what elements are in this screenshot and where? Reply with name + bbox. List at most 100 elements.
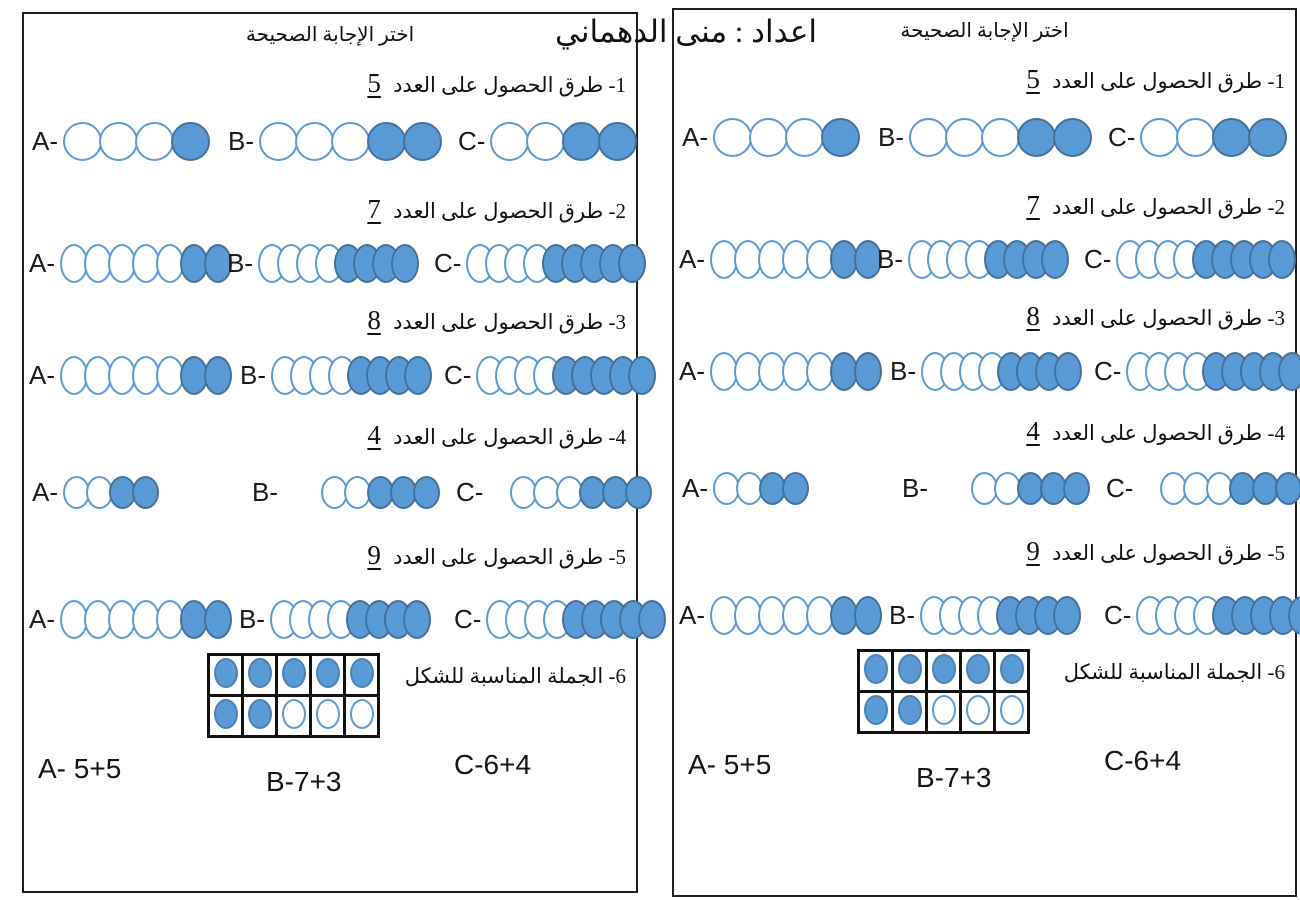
counter-circle-empty (295, 122, 334, 161)
option-c-label: C- (458, 126, 486, 156)
ten-frame-dot-filled (213, 657, 238, 688)
ten-frame-dot-empty (931, 694, 956, 725)
question-2-option-b: B- (877, 240, 1069, 279)
question-6-heading: 6- الجملة المناسبة للشكل (1063, 660, 1285, 684)
question-5-options-row: A- B- C- (674, 596, 1300, 642)
counter-circle-filled (413, 476, 440, 509)
question-2-options-row: A- B- C- (674, 240, 1297, 286)
option-b-counters (271, 356, 432, 395)
option-a-counters (60, 244, 232, 283)
option-b-counters (909, 118, 1092, 157)
question-4-options-row: A- B- C- (674, 472, 1300, 518)
question-3-text: 3- طرق الحصول على العدد (393, 310, 626, 334)
question-2-option-c: C- (1084, 240, 1297, 279)
question-3-target-number: 8 (1026, 301, 1040, 331)
option-a-counters (710, 352, 882, 391)
ten-frame-cell (241, 653, 278, 697)
question-4-text: 4- طرق الحصول على العدد (393, 425, 626, 449)
counter-circle-filled (854, 352, 882, 391)
ten-frame-cell (959, 690, 996, 734)
counter-circle-empty (909, 118, 948, 157)
counter-circle-filled (1275, 472, 1300, 505)
counter-circle-empty (758, 352, 786, 391)
counter-circle-empty (556, 476, 584, 509)
counter-circle-filled (1017, 118, 1056, 157)
option-c-counters (486, 600, 667, 639)
counter-circle-filled (404, 356, 432, 395)
question-5-text: 5- طرق الحصول على العدد (393, 545, 626, 569)
counter-circle-empty (1183, 472, 1211, 505)
page-header: اختر الإجابة الصحيحة (900, 20, 1069, 42)
question-6-answer-b: B-7+3 (916, 762, 992, 793)
question-3-options-row: A- B- C- (24, 356, 657, 402)
option-b-counters (270, 600, 431, 639)
question-3-option-c: C- (1094, 352, 1300, 391)
option-c-label: C- (1106, 473, 1134, 503)
option-a-counters (60, 356, 232, 395)
option-c-label: C- (1104, 600, 1132, 630)
counter-circle-empty (526, 122, 566, 161)
option-b-label: B- (228, 126, 254, 156)
counter-circle-filled (171, 122, 210, 161)
worksheet-page-2: اختر الإجابة الصحيحة 1- طرق الحصول على ا… (672, 8, 1300, 897)
counter-circle-empty (749, 118, 788, 157)
question-3-options-row: A- B- C- (674, 352, 1300, 398)
option-a-label: A- (679, 244, 705, 274)
question-3-heading: 3- طرق الحصول على العدد 8 (367, 305, 626, 336)
option-c-label: C- (444, 360, 472, 390)
ten-frame-dot-empty (349, 698, 374, 729)
counter-circle-filled (782, 472, 809, 505)
question-2-heading: 2- طرق الحصول على العدد 7 (1026, 190, 1285, 221)
counter-circle-filled (204, 600, 232, 639)
counter-circle-filled (403, 600, 431, 639)
counter-circle-empty (981, 118, 1020, 157)
option-c-label: C- (454, 604, 482, 634)
option-a-counters (63, 122, 210, 161)
question-4-option-b: B- (902, 472, 1090, 505)
question-2-option-b: B- (227, 244, 419, 283)
counter-circle-filled (1063, 472, 1090, 505)
option-c-label: C- (434, 248, 462, 278)
option-b-counters (921, 352, 1082, 391)
ten-frame-cell (343, 653, 380, 697)
counter-circle-empty (713, 118, 752, 157)
counter-circle-filled (1053, 118, 1092, 157)
question-4-option-a: A- (682, 472, 809, 505)
counter-circle-filled (821, 118, 860, 157)
ten-frame-dot-filled (999, 653, 1024, 684)
counter-circle-filled (579, 476, 607, 509)
option-b-label: B- (902, 473, 928, 503)
question-1-options-row: A- B- C- (24, 122, 638, 168)
counter-circle-empty (84, 356, 112, 395)
ten-frame-dot-empty (315, 698, 340, 729)
question-4-heading: 4- طرق الحصول على العدد 4 (1026, 416, 1285, 447)
option-a-label: A- (679, 356, 705, 386)
ten-frame-dot-filled (315, 657, 340, 688)
option-c-counters (1126, 352, 1300, 391)
counter-circle-filled (403, 122, 442, 161)
counter-circle-empty (1160, 472, 1188, 505)
question-2-target-number: 7 (1026, 190, 1040, 220)
option-a-counters (60, 600, 232, 639)
ten-frame-cell (241, 694, 278, 738)
question-1-option-b: B- (228, 122, 442, 161)
option-c-counters (1140, 118, 1288, 157)
question-5-option-b: B- (889, 596, 1081, 635)
question-2-text: 2- طرق الحصول على العدد (393, 199, 626, 223)
counter-circle-filled (1212, 118, 1252, 157)
ten-frame-dot-filled (863, 694, 888, 725)
counter-circle-filled (618, 244, 647, 283)
counter-circle-empty (785, 118, 824, 157)
counter-circle-empty (135, 122, 174, 161)
question-1-target-number: 5 (1026, 64, 1040, 94)
ten-frame-cell (857, 690, 894, 734)
counter-circle-empty (63, 122, 102, 161)
question-4-option-c: C- (1106, 472, 1300, 505)
question-3-heading: 3- طرق الحصول على العدد 8 (1026, 301, 1285, 332)
option-b-label: B- (227, 248, 253, 278)
ten-frame-cell (891, 690, 928, 734)
question-1-options-row: A- B- C- (674, 118, 1295, 164)
question-3-option-b: B- (890, 352, 1082, 391)
ten-frame-cell (343, 694, 380, 738)
counter-circle-empty (1176, 118, 1216, 157)
